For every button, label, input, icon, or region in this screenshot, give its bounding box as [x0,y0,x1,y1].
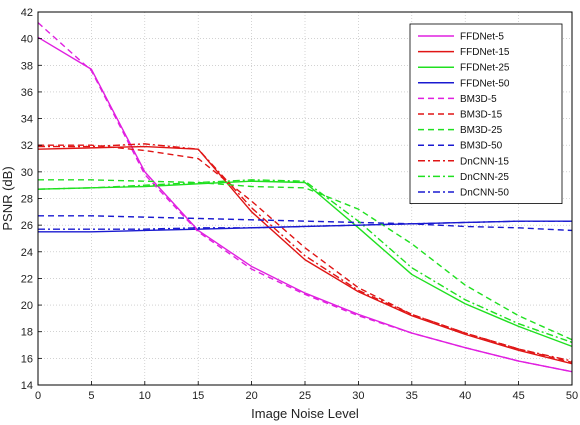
legend-label: DnCNN-50 [460,188,509,199]
legend-label: BM3D-5 [460,94,497,105]
x-tick-label: 25 [299,390,311,402]
x-tick-label: 35 [406,390,418,402]
series-line-dncnn-50 [38,220,572,230]
legend-label: FFDNet-5 [460,32,504,43]
x-axis-label: Image Noise Level [251,406,359,421]
y-tick-label: 38 [21,60,33,72]
series-line-bm3d-5 [37,22,573,373]
legend-label: DnCNN-25 [460,172,509,183]
x-tick-label: 45 [512,390,524,402]
x-tick-label: 0 [35,390,41,402]
series-line-ffdnet-5 [37,36,573,373]
y-axis-label: PSNR (dB) [0,166,15,230]
x-tick-label: 20 [245,390,257,402]
series-line-dncnn-25 [37,179,573,344]
x-tick-label: 40 [459,390,471,402]
legend-label: BM3D-15 [460,110,503,121]
legend-label: DnCNN-15 [460,156,509,167]
legend-label: FFDNet-15 [460,47,510,58]
y-tick-label: 18 [21,327,33,339]
series-line-ffdnet-25 [37,180,573,348]
y-tick-label: 14 [21,380,33,392]
x-tick-label: 50 [566,390,578,402]
y-tick-label: 34 [21,114,33,126]
legend-label: BM3D-25 [460,125,503,136]
y-tick-label: 30 [21,167,33,179]
x-tick-label: 15 [192,390,204,402]
y-tick-label: 36 [21,87,33,99]
y-tick-label: 40 [21,34,33,46]
y-tick-label: 16 [21,353,33,365]
y-tick-label: 24 [21,247,33,259]
legend-label: FFDNet-25 [460,63,510,74]
x-tick-label: 10 [139,390,151,402]
y-tick-label: 42 [21,7,33,19]
series-layer [37,22,573,373]
legend-label: FFDNet-50 [460,78,510,89]
series-line-dncnn-15 [38,143,573,362]
x-tick-label: 30 [352,390,364,402]
legend-label: BM3D-50 [460,141,503,152]
series-line-bm3d-15 [38,144,573,364]
series-line-bm3d-50 [38,215,573,232]
legend-box [409,23,563,205]
tick-labels: 0 5 10 15 20 25 30 35 40 45 50 14 16 18 20 22 24 26 28 30 32… [21,7,578,402]
x-tick-label: 5 [88,390,94,402]
y-tick-label: 26 [21,220,33,232]
legend: FFDNet-5 FFDNet-15 FFDNet-25 FFDNet-50 BM3D-… [409,23,563,205]
y-tick-label: 20 [21,300,33,312]
y-tick-label: 32 [21,140,33,152]
series-line-ffdnet-15 [37,145,573,365]
y-tick-label: 22 [21,273,33,285]
y-tick-label: 28 [21,194,33,206]
